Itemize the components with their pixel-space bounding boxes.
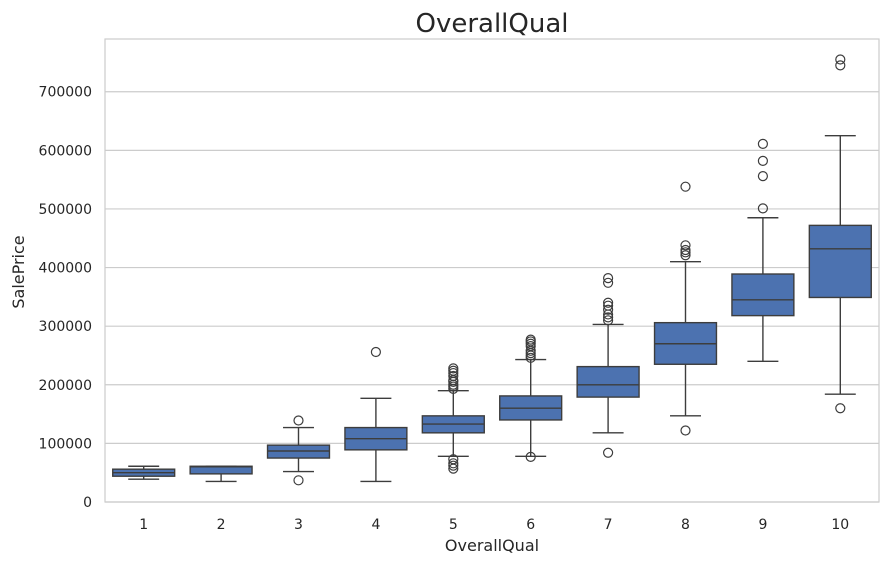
outlier-point bbox=[448, 370, 459, 382]
outlier-point bbox=[602, 297, 614, 308]
box-group bbox=[112, 465, 176, 480]
outlier-point bbox=[757, 171, 769, 182]
x-tick-label: 10 bbox=[831, 517, 849, 533]
box-group bbox=[189, 465, 253, 483]
outlier-point bbox=[835, 60, 846, 71]
x-tick-label: 8 bbox=[681, 517, 690, 533]
outlier-point bbox=[757, 138, 769, 150]
y-tick-labels: 0 100000 200000 300000 400000 500000 600000 700… bbox=[39, 85, 92, 511]
plot-frame bbox=[104, 38, 880, 503]
outlier-point bbox=[602, 273, 614, 284]
x-tick-labels: 1 2 3 4 5 6 7 8 9 10 bbox=[139, 517, 849, 533]
outlier-point bbox=[448, 454, 459, 465]
outlier-point bbox=[525, 451, 536, 462]
outlier-point bbox=[602, 315, 614, 326]
y-tick-label: 400000 bbox=[39, 261, 92, 277]
x-tick-label: 5 bbox=[449, 517, 458, 533]
y-tick-label: 500000 bbox=[39, 202, 92, 218]
x-tick-label: 7 bbox=[604, 517, 613, 533]
outlier-point bbox=[370, 346, 381, 358]
outlier-point bbox=[835, 54, 846, 65]
chart-title: OverallQual bbox=[415, 9, 568, 39]
box-series bbox=[112, 54, 872, 486]
y-tick-label: 200000 bbox=[39, 378, 92, 394]
outlier-point bbox=[525, 334, 536, 345]
iqr-box bbox=[808, 224, 872, 299]
x-tick-label: 1 bbox=[139, 517, 148, 533]
x-axis-label: OverallQual bbox=[445, 536, 539, 555]
outlier-point bbox=[680, 425, 691, 436]
outlier-point bbox=[680, 240, 691, 251]
outlier-point bbox=[835, 403, 846, 414]
box-group bbox=[731, 138, 795, 363]
outlier-point bbox=[293, 475, 304, 486]
outlier-point bbox=[448, 458, 459, 469]
outlier-point bbox=[602, 447, 614, 458]
outlier-point bbox=[680, 250, 691, 261]
outlier-point bbox=[602, 277, 614, 288]
outlier-point bbox=[757, 203, 769, 214]
box-group bbox=[421, 363, 485, 474]
box-group bbox=[266, 415, 331, 486]
x-tick-label: 9 bbox=[758, 517, 767, 533]
box-group bbox=[653, 181, 718, 436]
box-group bbox=[576, 273, 640, 458]
outlier-point bbox=[680, 244, 691, 256]
outlier-point bbox=[448, 363, 459, 374]
box-group bbox=[344, 346, 408, 483]
box-group bbox=[499, 334, 563, 462]
y-tick-label: 300000 bbox=[39, 319, 92, 335]
y-tick-label: 0 bbox=[83, 495, 92, 511]
iqr-box bbox=[576, 365, 640, 398]
y-tick-label: 600000 bbox=[39, 143, 92, 159]
outlier-point bbox=[680, 181, 691, 192]
outlier-point bbox=[757, 155, 769, 167]
x-tick-label: 6 bbox=[526, 517, 535, 533]
box-group bbox=[808, 54, 872, 414]
x-tick-label: 3 bbox=[294, 517, 303, 533]
outlier-point bbox=[602, 300, 614, 311]
y-tick-label: 700000 bbox=[39, 85, 92, 101]
x-tick-label: 2 bbox=[217, 517, 226, 533]
y-tick-label: 100000 bbox=[39, 436, 92, 452]
outlier-point bbox=[602, 312, 614, 323]
x-tick-label: 4 bbox=[371, 517, 380, 533]
grid-lines bbox=[105, 91, 879, 503]
outlier-point bbox=[293, 415, 304, 426]
y-axis-label: SalePrice bbox=[9, 235, 28, 308]
outlier-point bbox=[602, 304, 614, 315]
iqr-box bbox=[731, 273, 795, 317]
